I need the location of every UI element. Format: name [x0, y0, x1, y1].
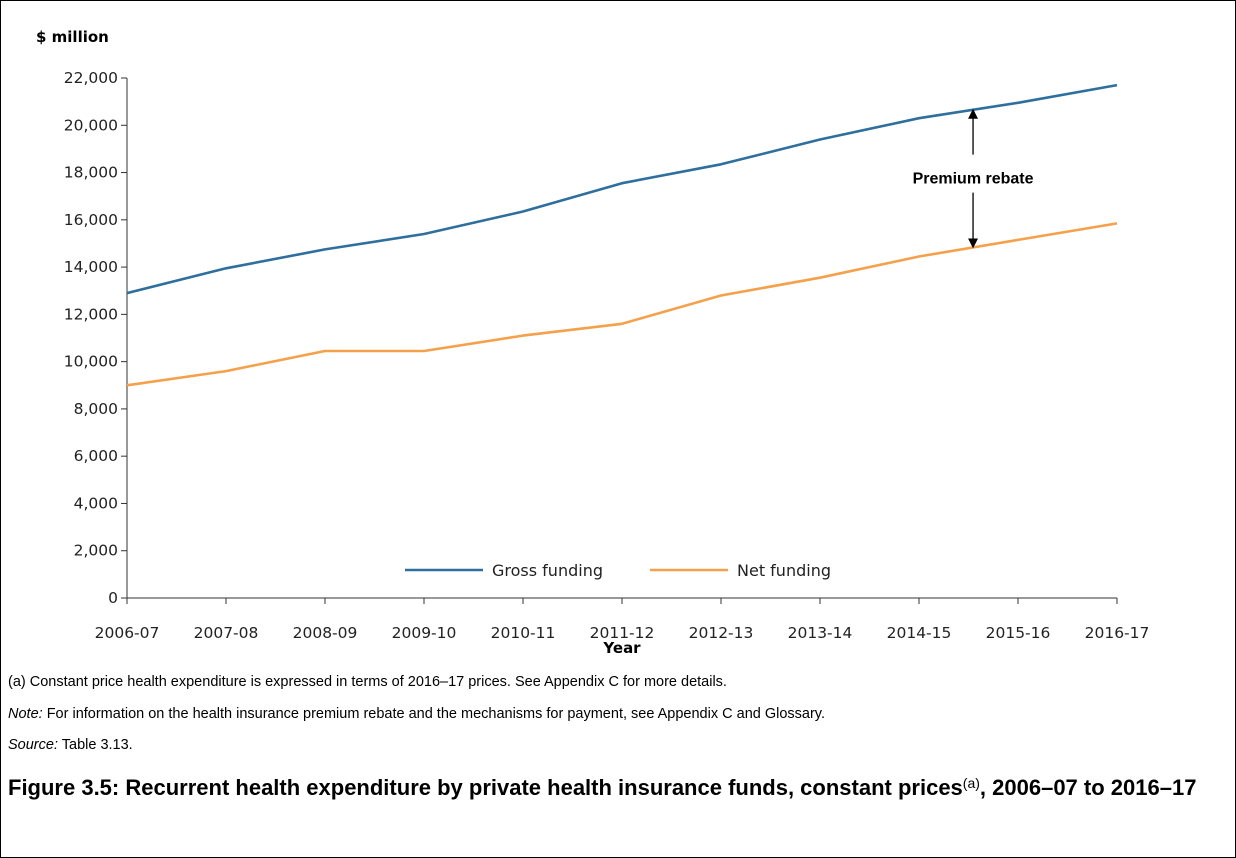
legend: Gross funding Net funding [405, 561, 831, 580]
x-tick-label: 2007-08 [194, 624, 259, 642]
y-tick-label: 20,000 [64, 116, 118, 134]
source-line: Source: Table 3.13. [8, 737, 133, 753]
x-tick-label: 2006-07 [95, 624, 160, 642]
y-tick-label: 6,000 [74, 447, 118, 465]
y-tick-label: 2,000 [74, 542, 118, 560]
y-axis-label: $ million [36, 28, 109, 46]
note-label: Note: [8, 706, 43, 722]
note-text: For information on the health insurance … [42, 706, 826, 722]
x-tick-label: 2011-12 [590, 624, 655, 642]
y-tick-label: 4,000 [74, 494, 118, 512]
x-axis-label: Year [602, 639, 641, 657]
figure-title-tail: , 2006–07 to 2016–17 [979, 775, 1197, 800]
x-tick-label: 2016-17 [1085, 624, 1150, 642]
series-layer [126, 83, 1118, 387]
figure-title-main: Figure 3.5: Recurrent health expenditure… [8, 775, 963, 800]
y-tick-label: 22,000 [64, 69, 118, 87]
legend-label-gross: Gross funding [492, 561, 603, 580]
y-tick-label: 16,000 [64, 211, 118, 229]
footnote-a: (a) Constant price health expenditure is… [8, 674, 727, 690]
line-chart: $ million 0 2,000 4,000 6,000 8,000 10,000 12,… [36, 28, 1150, 657]
y-tick-label: 0 [108, 589, 118, 607]
y-tick-label: 18,000 [64, 164, 118, 182]
legend-label-net: Net funding [737, 561, 831, 580]
note-line: Note: For information on the health insu… [8, 706, 825, 722]
gross-funding-line [126, 83, 1118, 295]
figure-title-superscript: (a) [962, 775, 980, 791]
x-tick-label: 2008-09 [293, 624, 358, 642]
source-text: Table 3.13. [57, 737, 133, 753]
y-tick-label: 8,000 [74, 400, 118, 418]
figure-title: Figure 3.5: Recurrent health expenditure… [8, 770, 1223, 801]
x-tick-label: 2012-13 [689, 624, 754, 642]
x-tick-label: 2014-15 [887, 624, 952, 642]
y-axis: 0 2,000 4,000 6,000 8,000 10,000 12,000 14,000 1… [64, 69, 128, 607]
x-tick-label: 2015-16 [986, 624, 1051, 642]
net-funding-line [126, 222, 1118, 387]
x-axis: 2006-07 2007-08 2008-09 2009-10 2010-11 2011-… [95, 597, 1150, 642]
source-label: Source: [8, 737, 58, 753]
x-tick-label: 2009-10 [392, 624, 457, 642]
y-tick-label: 14,000 [64, 258, 118, 276]
annotation: Premium rebate [913, 108, 1034, 249]
y-tick-label: 10,000 [64, 353, 118, 371]
y-tick-label: 12,000 [64, 305, 118, 323]
annotation-label: Premium rebate [913, 171, 1034, 188]
x-tick-label: 2013-14 [788, 624, 853, 642]
x-tick-label: 2010-11 [491, 624, 556, 642]
